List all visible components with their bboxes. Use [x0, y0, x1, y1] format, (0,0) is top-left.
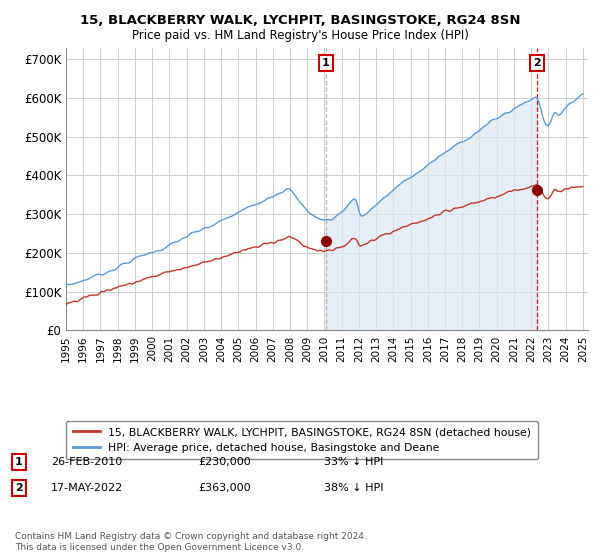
Text: Contains HM Land Registry data © Crown copyright and database right 2024.
This d: Contains HM Land Registry data © Crown c… [15, 532, 367, 552]
Text: Price paid vs. HM Land Registry's House Price Index (HPI): Price paid vs. HM Land Registry's House … [131, 29, 469, 42]
Text: 1: 1 [15, 457, 23, 467]
Legend: 15, BLACKBERRY WALK, LYCHPIT, BASINGSTOKE, RG24 8SN (detached house), HPI: Avera: 15, BLACKBERRY WALK, LYCHPIT, BASINGSTOK… [66, 421, 538, 459]
Text: 2: 2 [15, 483, 23, 493]
Text: £230,000: £230,000 [198, 457, 251, 467]
Text: 26-FEB-2010: 26-FEB-2010 [51, 457, 122, 467]
Text: 38% ↓ HPI: 38% ↓ HPI [324, 483, 383, 493]
Text: 2: 2 [533, 58, 541, 68]
Text: 33% ↓ HPI: 33% ↓ HPI [324, 457, 383, 467]
Text: 17-MAY-2022: 17-MAY-2022 [51, 483, 123, 493]
Text: 1: 1 [322, 58, 330, 68]
Text: £363,000: £363,000 [198, 483, 251, 493]
Text: 15, BLACKBERRY WALK, LYCHPIT, BASINGSTOKE, RG24 8SN: 15, BLACKBERRY WALK, LYCHPIT, BASINGSTOK… [80, 14, 520, 27]
